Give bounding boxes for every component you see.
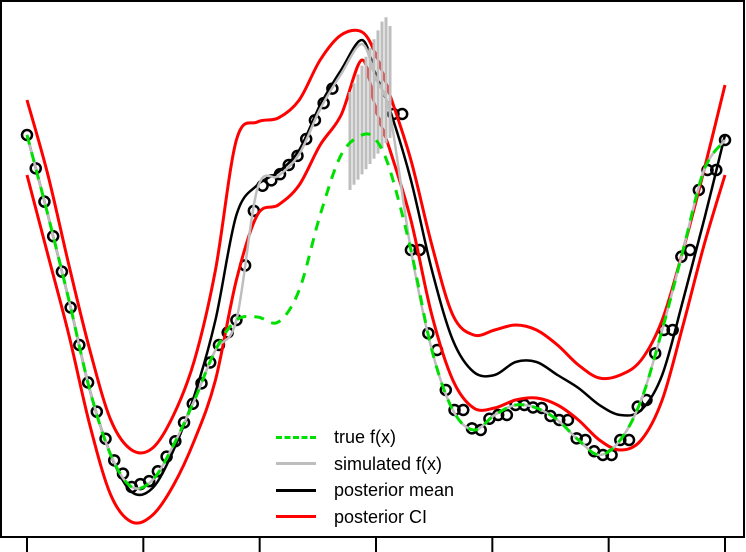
- simulated-spikes: [348, 17, 392, 190]
- legend-swatch-red: [276, 515, 316, 519]
- legend-swatch-dashed-green: [276, 435, 316, 439]
- legend-label: posterior CI: [334, 506, 428, 527]
- legend-item-posterior-mean: posterior mean: [276, 477, 516, 504]
- legend-swatch-black: [276, 488, 316, 492]
- legend-item-posterior-ci: posterior CI: [276, 504, 516, 531]
- x-axis-ticks: [26, 538, 726, 552]
- legend-label: simulated f(x): [334, 453, 443, 474]
- posterior-ci-upper-line: [25, 28, 727, 455]
- legend-swatch-gray: [276, 462, 316, 466]
- legend-label: true f(x): [334, 427, 397, 448]
- legend-label: posterior mean: [334, 480, 455, 501]
- posterior-mean-line: [25, 38, 727, 497]
- curves: [20, 17, 732, 525]
- plot-box: [0, 0, 745, 538]
- legend: true f(x) simulated f(x) posterior mean …: [276, 424, 516, 530]
- legend-item-simulated-fx: simulated f(x): [276, 451, 516, 478]
- true-fx-line: [25, 132, 727, 491]
- legend-item-true-fx: true f(x): [276, 424, 516, 451]
